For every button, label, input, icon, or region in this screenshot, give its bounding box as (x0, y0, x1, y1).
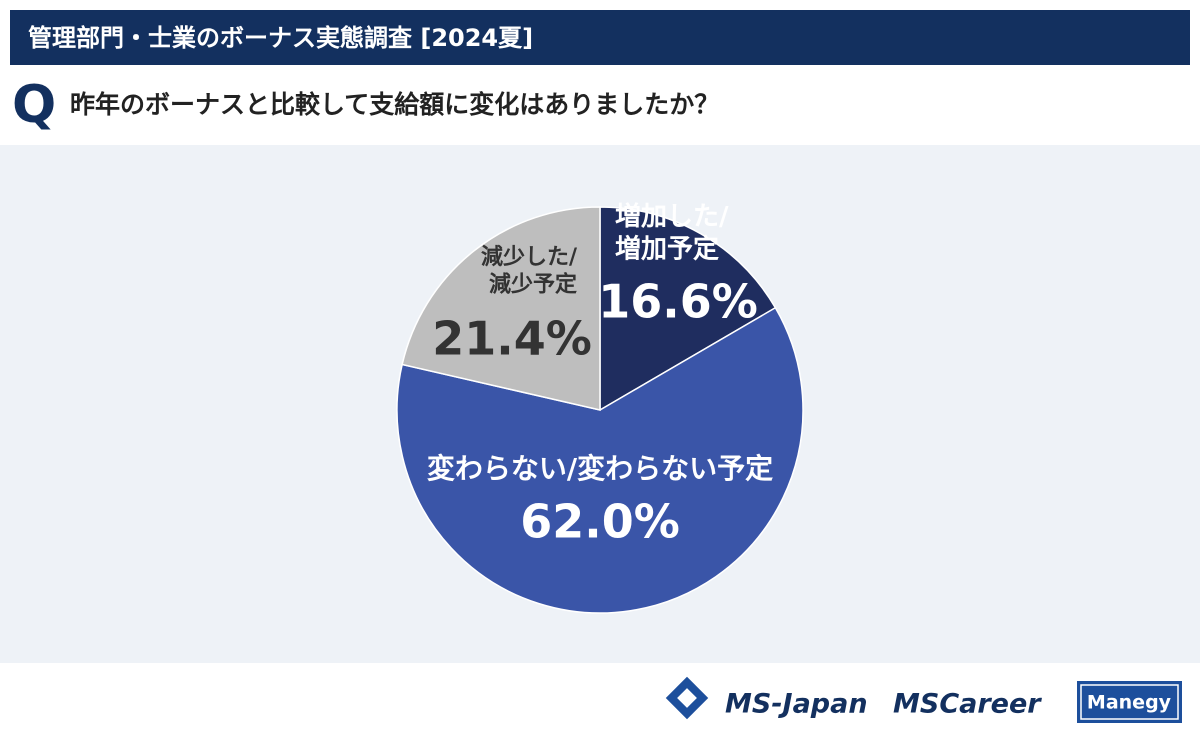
pie-slice (401, 206, 601, 411)
header-band (10, 10, 1190, 65)
pie: 増加した/増加予定 16.6% 変わらない/変わらない予定 62.0% 減少した/減少予… (396, 202, 804, 614)
value-label: 62.0% (520, 495, 680, 549)
question-mark: Q (12, 75, 56, 135)
value-label: 16.6% (598, 275, 758, 329)
slice-label: 増加した/増加予定 (615, 202, 729, 265)
slice-label-line: 変わらない/変わらない予定 (427, 452, 773, 485)
slice-label: 変わらない/変わらない予定 (427, 452, 773, 485)
slice-label-line: 減少した/ (481, 245, 578, 270)
logo-icon (665, 676, 709, 720)
logo-manegy-box (1077, 681, 1182, 723)
slice-label-line: 減少予定 (489, 272, 577, 298)
slice-label: 減少した/減少予定 (481, 245, 578, 298)
header-title: 管理部門・士業のボーナス実態調査 [2024夏] (28, 24, 533, 52)
slice-label-line: 増加した/ (615, 202, 729, 232)
value-label: 21.4% (432, 312, 592, 366)
slice-label-line: 増加予定 (615, 233, 719, 264)
pie-slice (599, 206, 777, 412)
logo-mscareer: MSCareer (893, 689, 1042, 720)
logo-ms-japan: MS-Japan (725, 689, 868, 720)
pie-slice (396, 306, 804, 614)
logo-manegy: Manegy (1087, 692, 1172, 714)
question-text: 昨年のボーナスと比較して支給額に変化はありましたか？ (70, 90, 719, 119)
logo-manegy-frame (1080, 684, 1179, 720)
